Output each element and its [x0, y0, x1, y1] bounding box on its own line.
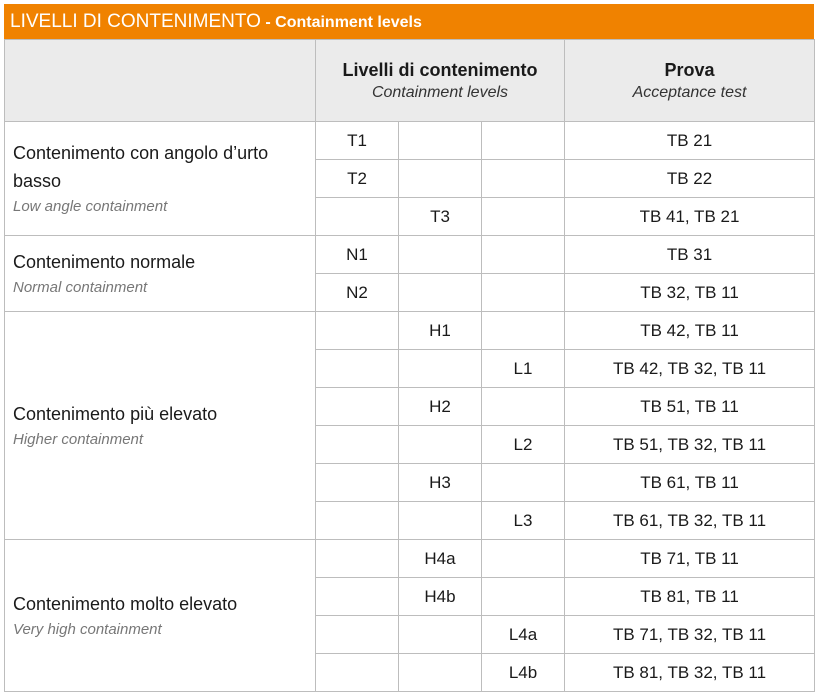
table-row: L4a TB 71, TB 32, TB 11 [5, 615, 815, 654]
level-cell: T1 [315, 121, 399, 160]
header-levels: Livelli di contenimento Containment leve… [315, 39, 565, 122]
header-test: Prova Acceptance test [564, 39, 815, 122]
category-italian: Contenimento normale [13, 251, 196, 272]
level-cell [481, 387, 565, 426]
level-cell [315, 463, 399, 502]
level-cell [398, 121, 482, 160]
level-cell [315, 311, 399, 350]
level-cell [481, 463, 565, 502]
level-cell [481, 577, 565, 616]
header-test-label: Prova [664, 59, 715, 80]
test-cell: TB 22 [564, 159, 815, 198]
level-cell [481, 235, 565, 274]
title-sub: - Containment levels [260, 14, 422, 31]
level-cell [315, 577, 399, 616]
test-cell: TB 61, TB 32, TB 11 [564, 501, 815, 540]
table-row: H4b TB 81, TB 11 [5, 577, 815, 616]
category-italian: Contenimento più elevato [13, 403, 218, 424]
test-cell: TB 31 [564, 235, 815, 274]
level-cell [315, 615, 399, 654]
category-cell: Contenimento normale Normal containment [4, 235, 316, 312]
title-main: LIVELLI DI CONTENIMENTO [10, 11, 261, 32]
level-cell [315, 387, 399, 426]
test-cell: TB 42, TB 11 [564, 311, 815, 350]
level-cell: T2 [315, 159, 399, 198]
table-row: T3 TB 41, TB 21 [5, 197, 815, 236]
test-cell: TB 71, TB 11 [564, 539, 815, 578]
level-cell [481, 273, 565, 312]
level-cell: H1 [398, 311, 482, 350]
level-cell [398, 501, 482, 540]
level-cell: L3 [481, 501, 565, 540]
level-cell [315, 501, 399, 540]
level-cell: N2 [315, 273, 399, 312]
level-cell [481, 159, 565, 198]
header-row: Livelli di contenimento Containment leve… [4, 39, 815, 122]
test-cell: TB 51, TB 32, TB 11 [564, 425, 815, 464]
header-levels-sub: Containment levels [371, 83, 509, 101]
containment-levels-table: LIVELLI DI CONTENIMENTO - Containment le… [4, 4, 815, 692]
header-empty [4, 39, 316, 122]
table-row: Contenimento con angolo d’urto basso Low … [4, 121, 815, 236]
level-cell: T3 [398, 197, 482, 236]
level-cell: H4b [398, 577, 482, 616]
level-cell [315, 653, 399, 692]
test-cell: TB 42, TB 32, TB 11 [564, 349, 815, 388]
test-cell: TB 81, TB 32, TB 11 [564, 653, 815, 692]
level-cell: L1 [481, 349, 565, 388]
level-cell: H4a [398, 539, 482, 578]
level-cell: L4b [481, 653, 565, 692]
category-cell: Contenimento molto elevato Very high cont… [4, 539, 316, 692]
table-row: Contenimento normale Normal containment N1… [4, 235, 815, 312]
table-row: H3 TB 61, TB 11 [5, 463, 815, 502]
category-cell: Contenimento più elevato Higher containme… [4, 311, 316, 540]
category-english: Higher containment [13, 430, 144, 448]
table-row: L1 TB 42, TB 32, TB 11 [5, 349, 815, 388]
level-cell [481, 197, 565, 236]
level-cell: H2 [398, 387, 482, 426]
test-cell: TB 51, TB 11 [564, 387, 815, 426]
table-row: L4b TB 81, TB 32, TB 11 [5, 653, 815, 692]
table-row: Contenimento più elevato Higher containme… [4, 311, 815, 540]
table-title: LIVELLI DI CONTENIMENTO - Containment le… [4, 4, 814, 39]
level-cell: L4a [481, 615, 565, 654]
level-cell [315, 539, 399, 578]
test-cell: TB 71, TB 32, TB 11 [564, 615, 815, 654]
level-cell [398, 615, 482, 654]
level-cell [398, 273, 482, 312]
level-cell [481, 121, 565, 160]
level-cell [315, 197, 399, 236]
level-cell [398, 425, 482, 464]
test-cell: TB 81, TB 11 [564, 577, 815, 616]
level-cell [315, 349, 399, 388]
category-italian: Contenimento con angolo d’urto basso [13, 142, 269, 191]
table-row: N2 TB 32, TB 11 [5, 273, 815, 312]
level-cell [481, 539, 565, 578]
level-cell [398, 159, 482, 198]
table-row: L2 TB 51, TB 32, TB 11 [5, 425, 815, 464]
test-cell: TB 41, TB 21 [564, 197, 815, 236]
level-cell: N1 [315, 235, 399, 274]
test-cell: TB 61, TB 11 [564, 463, 815, 502]
level-cell [398, 349, 482, 388]
category-english: Low angle containment [13, 197, 168, 215]
level-cell: L2 [481, 425, 565, 464]
header-levels-label: Livelli di contenimento [342, 59, 538, 80]
level-cell [398, 653, 482, 692]
table-row: Contenimento molto elevato Very high cont… [4, 539, 815, 692]
category-cell: Contenimento con angolo d’urto basso Low … [4, 121, 316, 236]
test-cell: TB 32, TB 11 [564, 273, 815, 312]
test-cell: TB 21 [564, 121, 815, 160]
header-test-sub: Acceptance test [632, 83, 747, 101]
category-english: Normal containment [13, 278, 148, 296]
level-cell: H3 [398, 463, 482, 502]
category-english: Very high containment [13, 620, 162, 638]
level-cell [398, 235, 482, 274]
category-italian: Contenimento molto elevato [13, 593, 238, 614]
level-cell [481, 311, 565, 350]
level-cell [315, 425, 399, 464]
table-row: L3 TB 61, TB 32, TB 11 [5, 501, 815, 540]
